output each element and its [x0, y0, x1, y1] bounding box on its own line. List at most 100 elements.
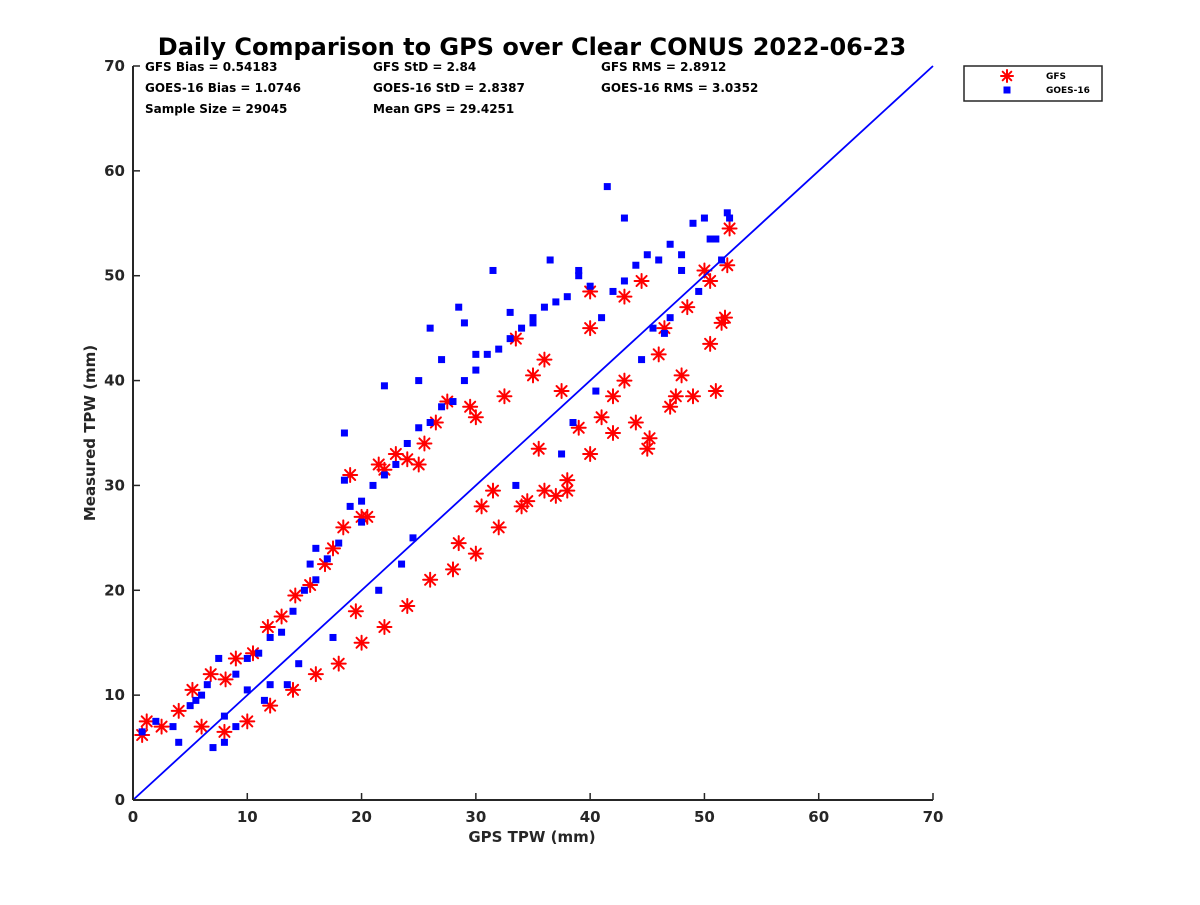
gfs-point	[582, 445, 599, 462]
gfs-point	[239, 713, 256, 730]
stat-mean-gps: Mean GPS = 29.4251	[373, 102, 514, 116]
gfs-point	[273, 608, 290, 625]
plot-area	[132, 65, 934, 801]
goes16-point	[529, 319, 537, 327]
gfs-point	[399, 598, 416, 615]
gfs-point	[679, 299, 696, 316]
y-tick-label: 40	[104, 372, 125, 390]
goes16-point	[260, 696, 268, 704]
goes16-point	[540, 303, 548, 311]
gfs-point	[462, 398, 479, 415]
gfs-point	[347, 603, 364, 620]
stat-goes-rms: GOES-16 RMS = 3.0352	[601, 81, 758, 95]
goes16-point	[558, 450, 566, 458]
goes16-point	[215, 654, 223, 662]
gfs-point	[650, 346, 667, 363]
goes16-point	[472, 350, 480, 358]
gfs-point	[467, 545, 484, 562]
goes16-point	[695, 287, 703, 295]
gfs-point	[262, 697, 279, 714]
gfs-point	[170, 702, 187, 719]
goes16-point	[689, 219, 697, 227]
goes16-point	[620, 214, 628, 222]
gfs-point	[227, 650, 244, 667]
goes16-point	[460, 319, 468, 327]
goes16-point	[346, 502, 354, 510]
y-tick-label: 20	[104, 581, 125, 599]
gfs-point	[605, 425, 621, 441]
gfs-point	[202, 666, 219, 683]
gfs-point	[717, 309, 733, 326]
goes16-point	[340, 476, 348, 484]
goes16-point	[312, 576, 320, 584]
gfs-point	[641, 430, 658, 447]
goes16-point	[203, 681, 211, 689]
goes16-point	[489, 266, 497, 274]
legend-label-gfs: GFS	[1046, 72, 1066, 82]
goes16-point	[512, 481, 520, 489]
gfs-point	[399, 451, 416, 468]
gfs-point	[702, 272, 719, 289]
x-tick-label: 30	[465, 808, 486, 826]
goes16-point	[266, 633, 274, 641]
goes16-point	[192, 696, 200, 704]
y-axis-label: Measured TPW (mm)	[81, 345, 99, 521]
goes16-point	[666, 240, 674, 248]
goes16-point	[398, 560, 406, 568]
gfs-point	[330, 655, 347, 672]
gfs-point	[685, 388, 701, 405]
goes16-point	[138, 728, 146, 736]
goes16-point	[586, 282, 594, 290]
gfs-point	[616, 372, 633, 389]
gfs-point	[259, 618, 276, 635]
goes16-point	[472, 366, 480, 374]
gfs-point	[559, 472, 576, 489]
goes16-point	[620, 277, 628, 285]
gfs-point	[633, 272, 650, 289]
legend-box	[963, 65, 1103, 102]
goes16-point	[426, 324, 434, 332]
goes16-point	[312, 544, 320, 552]
gfs-point	[138, 713, 155, 730]
gfs-point	[353, 634, 370, 651]
goes16-point	[255, 649, 263, 657]
y-tick-label: 60	[104, 162, 125, 180]
goes16-point	[449, 398, 457, 406]
goes16-point	[175, 738, 183, 746]
goes16-point	[300, 586, 308, 594]
y-tick-label: 30	[104, 476, 125, 494]
gfs-point	[422, 571, 439, 588]
gfs-point	[673, 367, 690, 384]
goes16-point	[380, 471, 388, 479]
y-tick-label: 0	[115, 791, 125, 809]
stat-sample-size: Sample Size = 29045	[145, 102, 287, 116]
goes16-point	[575, 272, 583, 280]
gfs-point	[513, 498, 530, 515]
goes16-point	[220, 738, 228, 746]
stat-goes-std: GOES-16 StD = 2.8387	[373, 81, 525, 95]
goes16-point	[289, 607, 297, 615]
gfs-point	[627, 414, 644, 431]
gfs-point	[605, 388, 621, 405]
goes16-point	[409, 534, 417, 542]
goes16-point	[403, 439, 411, 447]
gfs-point	[547, 487, 564, 504]
goes16-point	[198, 691, 206, 699]
goes16-point	[495, 345, 503, 353]
gfs-point	[473, 498, 490, 515]
goes16-point	[438, 403, 446, 411]
goes16-point	[369, 481, 377, 489]
goes16-point	[266, 681, 274, 689]
goes16-point	[546, 256, 554, 264]
goes16-point	[380, 382, 388, 390]
goes16-point	[460, 377, 468, 385]
goes16-point	[726, 214, 734, 222]
x-tick-label: 10	[237, 808, 258, 826]
x-tick-label: 40	[580, 808, 601, 826]
goes16-point	[209, 744, 217, 752]
x-tick-label: 20	[351, 808, 372, 826]
goes16-point	[518, 324, 526, 332]
goes16-point	[232, 670, 240, 678]
goes16-point	[678, 251, 686, 259]
